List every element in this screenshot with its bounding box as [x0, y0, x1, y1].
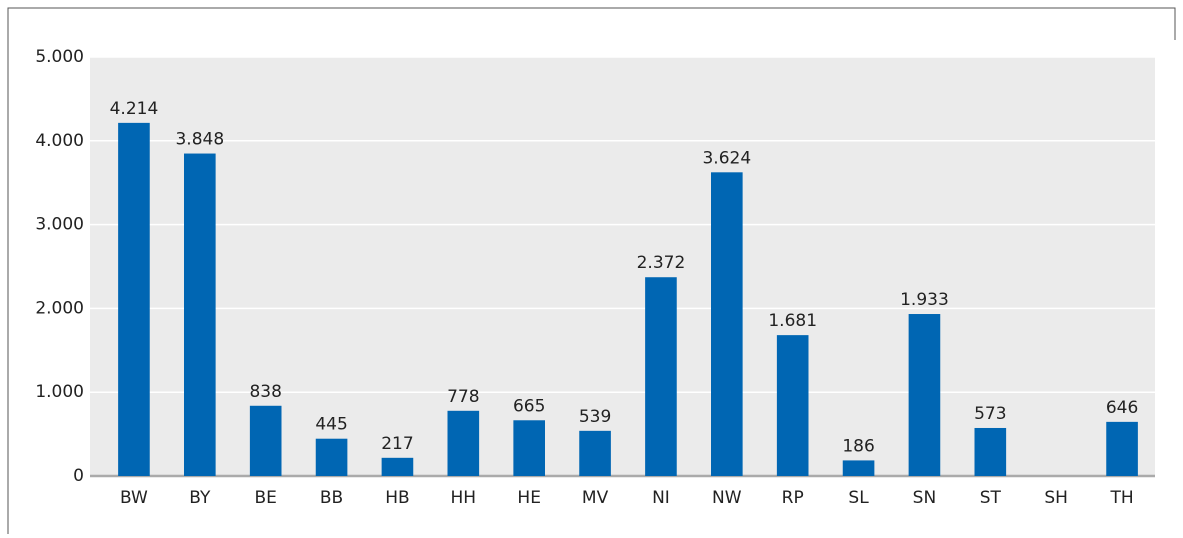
bar — [645, 277, 677, 476]
data-label: 665 — [513, 396, 545, 416]
data-label: 3.848 — [175, 130, 224, 150]
bar — [711, 172, 743, 476]
x-tick-label: HH — [451, 488, 477, 508]
x-tick-label: ST — [980, 488, 1002, 508]
x-tick-label: BW — [120, 488, 148, 508]
bar — [842, 460, 875, 476]
bar — [579, 430, 611, 476]
bar — [1106, 421, 1138, 476]
x-tick-label: BE — [254, 488, 276, 508]
x-tick-label: TH — [1109, 488, 1133, 508]
bar — [447, 410, 480, 476]
bar — [908, 314, 941, 476]
data-label: 186 — [842, 436, 874, 456]
data-label: 539 — [579, 407, 611, 427]
data-label: 4.214 — [110, 99, 159, 119]
data-label: 1.681 — [768, 311, 817, 331]
data-label: 445 — [315, 415, 347, 435]
y-tick-label: 0 — [73, 466, 84, 486]
x-tick-label: BB — [320, 488, 343, 508]
x-tick-label: SL — [848, 488, 869, 508]
bar — [776, 335, 809, 476]
bar — [381, 457, 414, 476]
data-label: 573 — [974, 404, 1006, 424]
y-tick-label: 4.000 — [35, 131, 84, 151]
data-label: 2.372 — [637, 253, 686, 273]
bar — [513, 420, 545, 476]
data-label: 1.933 — [900, 290, 949, 310]
x-tick-label: NW — [712, 488, 742, 508]
data-label: 778 — [447, 387, 479, 407]
data-label: 217 — [381, 434, 413, 454]
y-tick-label: 3.000 — [35, 215, 84, 235]
y-tick-label: 5.000 — [35, 47, 84, 67]
x-tick-label: HB — [385, 488, 409, 508]
x-tick-label: MV — [582, 488, 609, 508]
data-label: 646 — [1106, 398, 1138, 418]
bar — [249, 405, 282, 476]
x-tick-label: NI — [652, 488, 670, 508]
x-tick-label: SN — [913, 488, 937, 508]
frame — [7, 7, 1176, 534]
x-tick-label: BY — [189, 488, 211, 508]
y-tick-label: 1.000 — [35, 382, 84, 402]
bar — [315, 438, 348, 476]
data-label: 3.624 — [702, 148, 751, 168]
x-tick-label: HE — [517, 488, 541, 508]
y-tick-label: 2.000 — [35, 298, 84, 318]
x-tick-label: RP — [782, 488, 804, 508]
bar — [118, 122, 150, 477]
x-tick-label: SH — [1044, 488, 1068, 508]
bar — [974, 427, 1007, 476]
bar — [184, 153, 216, 476]
data-label: 838 — [249, 382, 281, 402]
